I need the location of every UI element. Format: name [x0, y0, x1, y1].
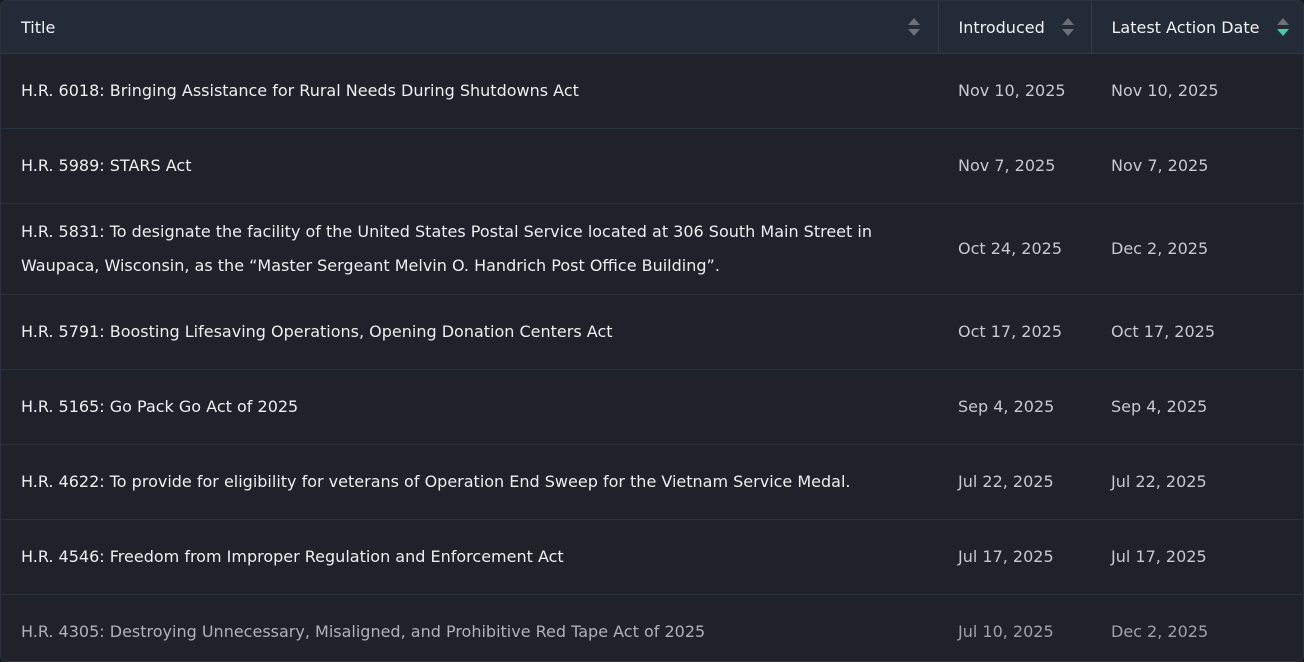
bill-title-cell[interactable]: H.R. 5831: To designate the facility of …	[1, 203, 938, 295]
introduced-date-cell: Nov 7, 2025	[938, 128, 1091, 204]
table-row[interactable]: H.R. 4305: Destroying Unnecessary, Misal…	[1, 594, 1303, 661]
bill-title-cell[interactable]: H.R. 4305: Destroying Unnecessary, Misal…	[1, 594, 938, 661]
latest-action-date-cell: Oct 17, 2025	[1091, 294, 1303, 370]
table-row[interactable]: H.R. 5165: Go Pack Go Act of 2025 Sep 4, …	[1, 369, 1303, 445]
latest-action-date-cell: Nov 7, 2025	[1091, 128, 1303, 204]
bill-title-cell[interactable]: H.R. 5989: STARS Act	[1, 128, 938, 204]
latest-action-date-cell: Jul 22, 2025	[1091, 444, 1303, 520]
bill-title-cell[interactable]: H.R. 4622: To provide for eligibility fo…	[1, 444, 938, 520]
latest-action-date-cell: Jul 17, 2025	[1091, 519, 1303, 595]
table-row[interactable]: H.R. 4546: Freedom from Improper Regulat…	[1, 519, 1303, 595]
column-header-label: Title	[21, 18, 56, 37]
sort-icon[interactable]	[907, 17, 920, 37]
introduced-date-cell: Nov 10, 2025	[938, 53, 1091, 129]
bill-title-cell[interactable]: H.R. 5165: Go Pack Go Act of 2025	[1, 369, 938, 445]
column-header-latest-action-date[interactable]: Latest Action Date	[1090, 1, 1303, 54]
column-header-label: Introduced	[958, 17, 1045, 37]
latest-action-date-cell: Nov 10, 2025	[1091, 53, 1303, 129]
table-row[interactable]: H.R. 5831: To designate the facility of …	[1, 203, 1303, 295]
latest-action-date-cell: Sep 4, 2025	[1091, 369, 1303, 445]
column-header-title[interactable]: Title	[1, 1, 938, 54]
bill-title-cell[interactable]: H.R. 4546: Freedom from Improper Regulat…	[1, 519, 938, 595]
table-row[interactable]: H.R. 5989: STARS Act Nov 7, 2025 Nov 7, 20…	[1, 128, 1303, 204]
table-row[interactable]: H.R. 5791: Boosting Lifesaving Operation…	[1, 294, 1303, 370]
sort-descending-icon[interactable]	[1276, 17, 1289, 37]
table-row[interactable]: H.R. 4622: To provide for eligibility fo…	[1, 444, 1303, 520]
sort-icon[interactable]	[1061, 17, 1074, 37]
introduced-date-cell: Oct 17, 2025	[938, 294, 1091, 370]
introduced-date-cell: Jul 10, 2025	[938, 594, 1091, 661]
table-header-row: Title Introduced Latest Action Date	[1, 1, 1303, 54]
introduced-date-cell: Jul 22, 2025	[938, 444, 1091, 520]
introduced-date-cell: Sep 4, 2025	[938, 369, 1091, 445]
bill-title-cell[interactable]: H.R. 5791: Boosting Lifesaving Operation…	[1, 294, 938, 370]
bill-title-cell[interactable]: H.R. 6018: Bringing Assistance for Rural…	[1, 53, 938, 129]
column-header-introduced[interactable]: Introduced	[937, 1, 1091, 54]
latest-action-date-cell: Dec 2, 2025	[1091, 594, 1303, 661]
introduced-date-cell: Oct 24, 2025	[938, 203, 1091, 295]
introduced-date-cell: Jul 17, 2025	[938, 519, 1091, 595]
table-row[interactable]: H.R. 6018: Bringing Assistance for Rural…	[1, 53, 1303, 129]
latest-action-date-cell: Dec 2, 2025	[1091, 203, 1303, 295]
column-header-label: Latest Action Date	[1111, 17, 1260, 37]
